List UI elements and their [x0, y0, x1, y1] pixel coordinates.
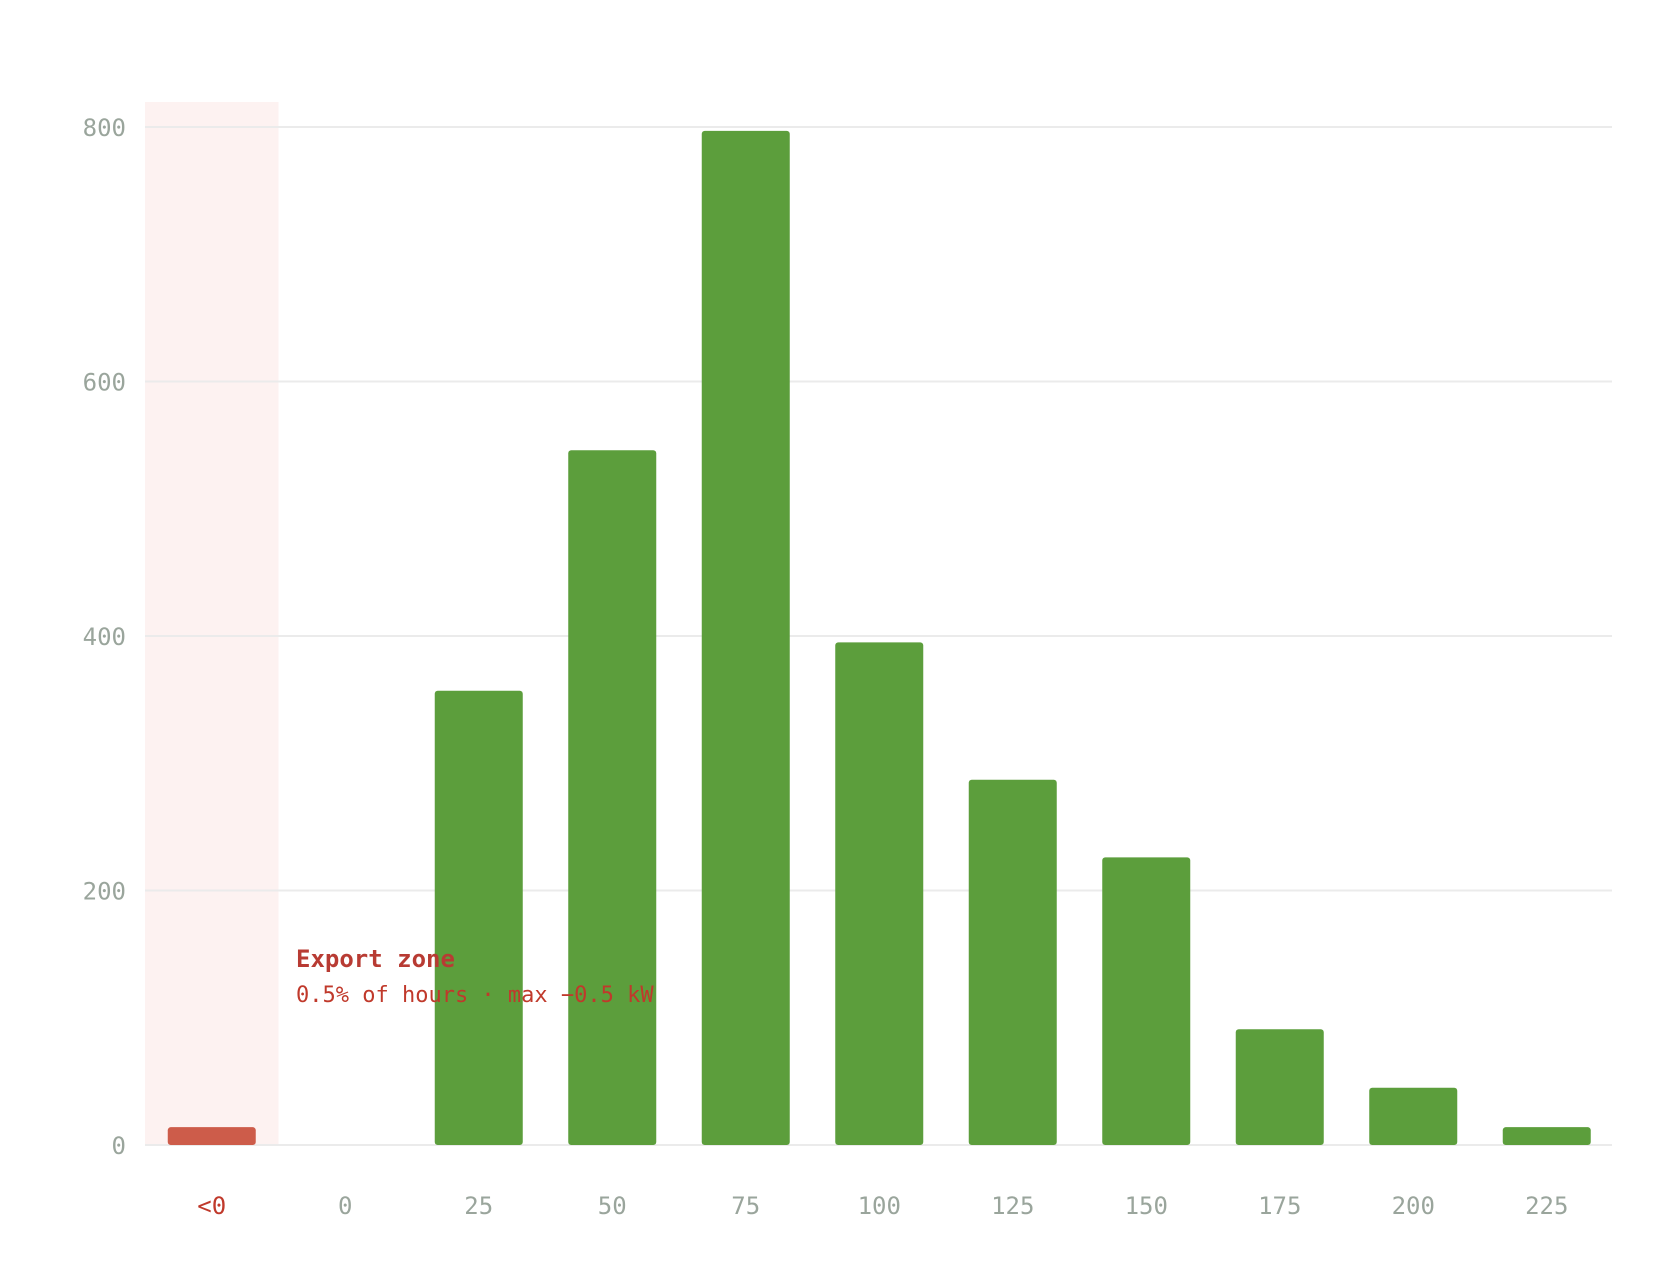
export-zone-annotation: Export zone 0.5% of hours · max −0.5 kW	[296, 945, 654, 1008]
y-tick-label: 600	[83, 369, 126, 397]
x-tick-label: 225	[1525, 1192, 1568, 1220]
x-tick-label: 0	[338, 1192, 352, 1220]
bar-100	[835, 642, 924, 1145]
bar-25	[434, 690, 523, 1145]
bar-50	[568, 450, 657, 1146]
bar-200	[1369, 1087, 1458, 1145]
export-zone-title: Export zone	[296, 945, 455, 973]
x-tick-label: 150	[1125, 1192, 1168, 1220]
y-tick-label: 0	[112, 1132, 126, 1160]
export-zone-band	[145, 102, 279, 1145]
y-tick-label: 400	[83, 623, 126, 651]
x-tick-label: 175	[1258, 1192, 1301, 1220]
x-tick-label: 25	[464, 1192, 493, 1220]
x-axis: <0 0 25 50 75 100 125 150 175 200 225	[197, 1192, 1568, 1220]
bar-175	[1235, 1029, 1324, 1145]
x-tick-label: 100	[858, 1192, 901, 1220]
x-tick-label: 125	[991, 1192, 1034, 1220]
bar-125	[968, 779, 1057, 1145]
bars	[167, 130, 1591, 1146]
bar-150	[1102, 857, 1191, 1145]
bar-<0	[167, 1127, 256, 1145]
y-tick-label: 800	[83, 114, 126, 142]
x-tick-label: <0	[197, 1192, 226, 1220]
bar-75	[701, 130, 790, 1145]
y-tick-label: 200	[83, 878, 126, 906]
y-axis: 0 200 400 600 800	[83, 114, 126, 1160]
bar-225	[1502, 1127, 1591, 1145]
export-zone-subtitle: 0.5% of hours · max −0.5 kW	[296, 983, 654, 1008]
x-tick-label: 50	[598, 1192, 627, 1220]
x-tick-label: 200	[1392, 1192, 1435, 1220]
x-tick-label: 75	[731, 1192, 760, 1220]
grid-lines	[145, 126, 1612, 1146]
